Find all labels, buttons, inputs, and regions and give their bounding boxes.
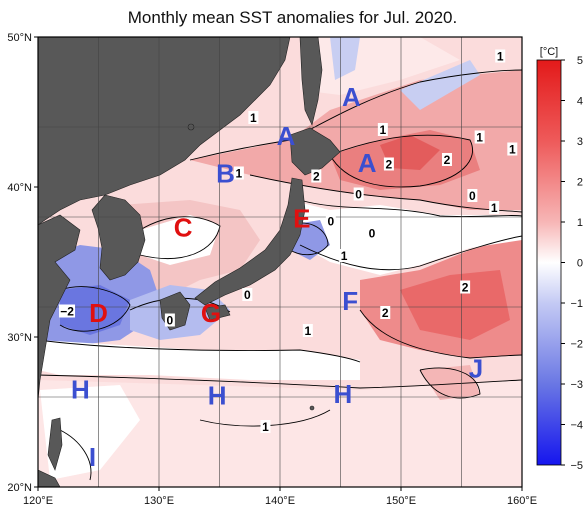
colorbar-gradient xyxy=(536,59,562,466)
contour-label-bg xyxy=(383,157,394,171)
colorbar-tick-label: 0 xyxy=(577,258,583,270)
contour-label: 1 xyxy=(341,249,348,263)
contour-label: 1 xyxy=(250,111,257,125)
contour-label: 0 xyxy=(355,188,362,202)
colorbar-tick-label: −1 xyxy=(570,298,583,310)
colorbar-tick-label: 2 xyxy=(577,177,583,189)
contour-label-bg xyxy=(339,249,350,262)
lat-label: 40°N xyxy=(7,182,32,194)
land-masses xyxy=(38,37,341,487)
region-label-a: A xyxy=(277,121,296,151)
region-label-d: D xyxy=(89,298,108,328)
contour-label-bg xyxy=(311,169,322,183)
lat-label: 20°N xyxy=(7,482,32,494)
grid-lines xyxy=(38,37,522,487)
contour-label-bg xyxy=(353,187,364,201)
contour-label-bg xyxy=(474,130,485,144)
region-label-f: F xyxy=(342,286,358,316)
region-label-a: A xyxy=(342,82,361,112)
contour-label: 1 xyxy=(262,420,269,434)
colorbar-tick-label: 1 xyxy=(577,217,583,229)
colorbar-unit: [°C] xyxy=(540,46,558,58)
region-label-c: C xyxy=(174,213,193,243)
contour-label-bg xyxy=(325,214,336,228)
contour-label-bg xyxy=(507,142,518,156)
contour-label: 2 xyxy=(386,158,393,172)
contour-label-bg xyxy=(380,306,391,319)
colorbar-tick-label: −4 xyxy=(570,420,583,432)
colorbar-tick-label: −2 xyxy=(570,339,583,351)
contour-label: 2 xyxy=(382,306,389,320)
contour-label: 0 xyxy=(327,215,334,229)
region-label-i: I xyxy=(89,442,96,472)
contour-label-bg xyxy=(242,288,253,301)
lon-label: 160°E xyxy=(507,495,537,507)
contour-label-bg xyxy=(460,280,471,294)
colorbar: [°C] 5 4 3 2 1 0 −1 −2 −3 −4 −5 xyxy=(536,46,583,472)
contour-label-bg xyxy=(164,313,175,327)
contour-label: 0 xyxy=(469,189,476,203)
contour-label-bg xyxy=(248,111,259,124)
anomaly-field: 1 1 1 1 1 2 2 2 1 0 0 1 0 0 1 2 0 2 −2 0 1 1 A A A BC D E F G H H H I J xyxy=(38,37,522,487)
region-label-h: H xyxy=(208,381,227,411)
contour-label-bg xyxy=(467,189,478,202)
lon-label: 140°E xyxy=(265,495,295,507)
contour-label-bg xyxy=(302,324,313,337)
contour-label: 1 xyxy=(476,131,483,145)
contour-label: −2 xyxy=(60,305,74,319)
region-label-a: A xyxy=(358,148,377,178)
colorbar-tick-label: 5 xyxy=(577,55,583,67)
contour-label: 1 xyxy=(497,50,504,64)
contour-label: 0 xyxy=(244,288,251,302)
contour-label-bg xyxy=(441,153,452,166)
contour-label: 1 xyxy=(491,201,498,215)
map-title: Monthly mean SST anomalies for Jul. 2020… xyxy=(127,8,458,27)
lon-label: 130°E xyxy=(144,495,174,507)
contour-label-bg xyxy=(489,201,500,214)
contour-label: 2 xyxy=(444,153,451,167)
contour-label: 1 xyxy=(509,143,516,157)
contour-label-bg xyxy=(377,123,388,136)
contour-label-bg xyxy=(366,226,377,240)
contour-label-bg xyxy=(233,166,244,180)
contour-label: 1 xyxy=(380,123,387,137)
colorbar-tick-label: −5 xyxy=(570,460,583,472)
region-label-h: H xyxy=(334,379,353,409)
contour-label-bg xyxy=(260,420,271,433)
lon-label: 120°E xyxy=(23,495,53,507)
contour-label: 1 xyxy=(304,324,311,338)
contour-label: 0 xyxy=(167,314,174,328)
contour-label-bg xyxy=(59,304,76,318)
contour-label: 0 xyxy=(369,227,376,241)
lon-label: 150°E xyxy=(386,495,416,507)
region-label-g: G xyxy=(201,298,221,328)
colorbar-tick-label: 4 xyxy=(577,96,583,108)
region-label-e: E xyxy=(293,204,310,234)
contour-label: 2 xyxy=(462,281,469,295)
colorbar-tick-label: −3 xyxy=(570,379,583,391)
lat-label: 30°N xyxy=(7,332,32,344)
lat-label: 50°N xyxy=(7,32,32,44)
contour-label: 1 xyxy=(236,167,243,181)
region-label-h: H xyxy=(71,375,90,405)
region-label-j: J xyxy=(469,354,483,384)
region-label-b: B xyxy=(216,159,235,189)
contour-label: 2 xyxy=(313,170,320,184)
contour-label-bg xyxy=(495,49,506,63)
colorbar-tick-label: 3 xyxy=(577,136,583,148)
